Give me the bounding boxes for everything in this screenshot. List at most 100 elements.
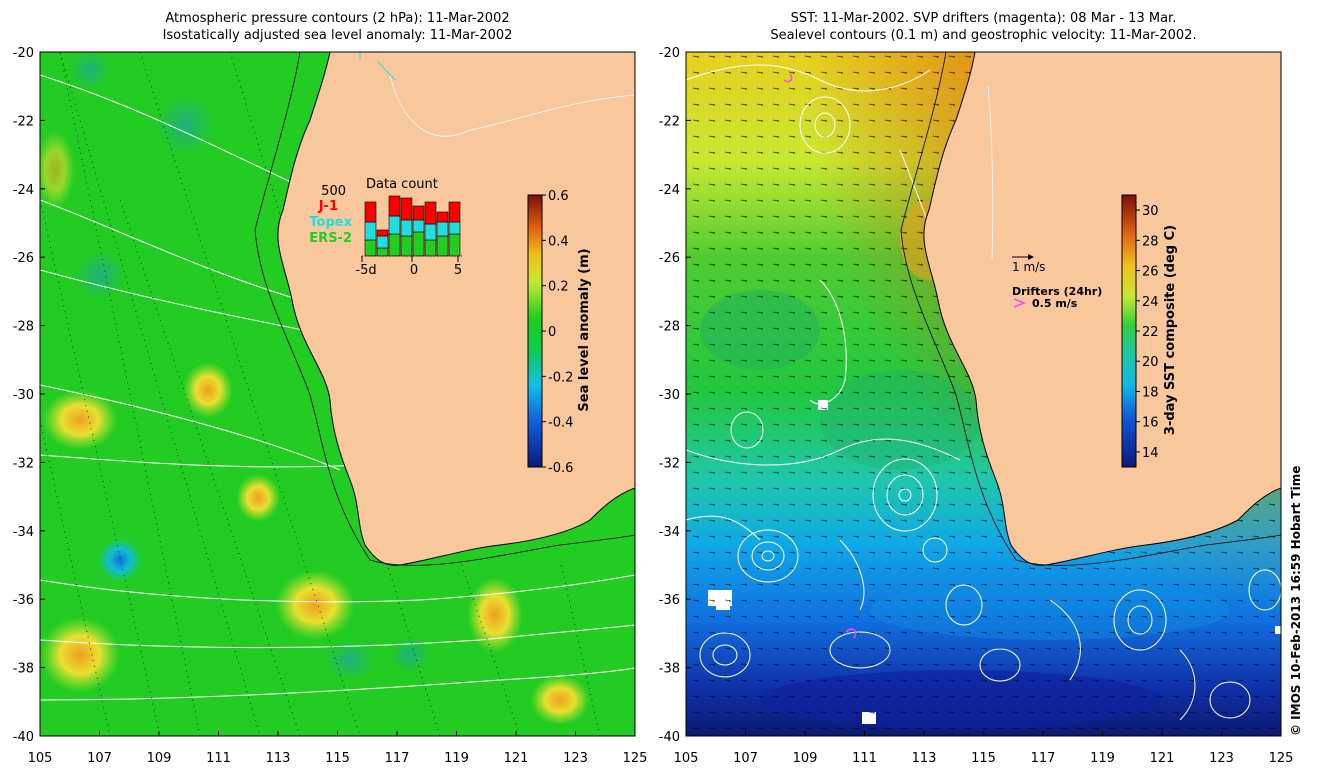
lat-tick-label: -30 [659,388,680,403]
drifter-track-north [783,73,793,83]
inset-bar-segment [448,201,461,223]
inset-bar-segment [376,247,389,257]
lon-tick-label: 119 [444,751,469,766]
drifter-legend-arrow [1013,298,1027,308]
lon-tick-label: 109 [147,751,172,766]
colorbar-tick-label: -0.2 [548,370,573,385]
lat-tick-label: -40 [13,730,34,745]
colorbar-tick-label: 14 [1142,446,1159,461]
lon-tick-label: 123 [563,751,588,766]
lat-tick-label: -20 [13,46,34,61]
inset-bar-segment [400,235,413,257]
coastline-sst [923,52,1281,566]
inset-bar-segment [436,221,449,237]
credit-text: © IMOS 10-Feb-2013 16:59 Hobart Time [1289,466,1303,736]
lat-tick-label: -34 [659,525,680,540]
colorbar-tick-label: 24 [1142,295,1159,310]
sst-colorbar-label: 3-day SST composite (deg C) [1163,225,1178,435]
colorbar-tick-label: -0.4 [548,416,573,431]
sealevel-contours [686,64,1281,721]
legend-j1: J-1 [318,199,338,214]
inset-scale-label: 500 [321,184,346,199]
drifter-legend-title: Drifters (24hr) [1012,285,1102,298]
lon-tick-label: 117 [385,751,410,766]
colorbar-tick-label: 26 [1142,265,1159,280]
inset-bar-segment [448,221,461,235]
velocity-legend: 1 m/s Drifters (24hr) 0.5 m/s [1012,254,1102,310]
lat-tick-label: -24 [13,183,34,198]
lon-tick-label: 113 [266,751,291,766]
lat-tick-label: -36 [13,593,34,608]
inset-bar-segment [424,223,437,241]
lon-tick-label: 111 [852,751,877,766]
colorbar-tick-label: 0.2 [548,280,569,295]
lon-tick-label: 121 [1150,751,1175,766]
lon-tick-label: 117 [1031,751,1056,766]
inset-tick-0: 0 [410,263,418,278]
lat-tick-label: -20 [659,46,680,61]
drifter-scale-label: 0.5 m/s [1032,297,1078,310]
colorbar-tick-label: 0.6 [548,189,569,204]
legend-ers2: ERS-2 [309,231,352,246]
lon-tick-label: 105 [28,751,53,766]
inset-bar-segment [412,219,425,233]
lat-tick-label: -28 [13,320,34,335]
left-map-title: Atmospheric pressure contours (2 hPa): 1… [40,10,635,44]
right-map-title: SST: 11-Mar-2002. SVP drifters (magenta)… [686,10,1281,44]
lat-tick-label: -26 [13,251,34,266]
inset-tick-neg5: -5d [355,263,376,278]
lat-tick-label: -38 [13,662,34,677]
colorbar-tick-label: 28 [1142,234,1159,249]
lat-tick-label: -38 [659,662,680,677]
inset-bar-segment [364,239,377,257]
shelf-break-contour [254,52,635,566]
right-title-line1: SST: 11-Mar-2002. SVP drifters (magenta)… [790,11,1177,26]
inset-bar-segment [400,219,413,237]
sst-colorbar: 30 28 26 24 22 20 18 16 14 3-day SST composite (… [1121,194,1178,468]
colorbar-tick-label: 16 [1142,416,1159,431]
lat-tick-label: -36 [659,593,680,608]
lat-tick-label: -22 [659,114,680,129]
lat-tick-label: -34 [13,525,34,540]
lat-tick-label: -32 [659,456,680,471]
lon-tick-label: 121 [504,751,529,766]
legend-topex: Topex [309,215,352,230]
inset-bars [364,195,461,257]
lon-tick-label: 107 [87,751,112,766]
satellite-tracks [40,52,601,736]
shelf-break-contour-sst [900,52,1281,566]
axis-labels: -20 -22 -24 -26 -28 -30 -32 -34 -36 -38 -40 105 107 1… [13,46,1294,766]
inset-bar-segment [412,205,425,221]
sla-colorbar-label: Sea level anomaly (m) [577,248,592,411]
inset-bar-segment [376,229,389,237]
lat-tick-label: -22 [13,114,34,129]
data-count-inset: Data count 500 J-1 Topex ERS-2 -5d 0 5 [309,177,462,278]
coastline [277,52,635,566]
left-title-line2: Isostatically adjusted sea level anomaly… [162,28,513,43]
right-title-line2: Sealevel contours (0.1 m) and geostrophi… [770,28,1197,43]
left-title-line1: Atmospheric pressure contours (2 hPa): 1… [165,11,510,26]
inset-bar-segment [388,233,401,257]
lon-tick-label: 125 [1269,751,1294,766]
colorbar-tick-label: 20 [1142,355,1159,370]
lon-tick-label: 113 [912,751,937,766]
sla-colorbar: 0.6 0.4 0.2 0 -0.2 -0.4 -0.6 Sea level anomaly… [527,189,592,476]
lon-tick-label: 111 [206,751,231,766]
inset-bar-segment [424,239,437,257]
lon-tick-label: 123 [1209,751,1234,766]
inset-bar-segment [448,233,461,257]
australia-landmass-sst [923,52,1281,566]
inset-title: Data count [366,177,438,192]
lat-tick-label: -28 [659,320,680,335]
sst-map [686,52,1281,736]
inset-bar-segment [364,221,377,241]
sla-high-anomaly [275,570,355,640]
lon-tick-label: 107 [733,751,758,766]
lat-tick-label: -32 [13,456,34,471]
inset-bar-segment [436,235,449,257]
lat-tick-label: -26 [659,251,680,266]
lon-tick-label: 125 [623,751,648,766]
inset-bar-segment [388,215,401,235]
velocity-scale-label: 1 m/s [1012,260,1045,274]
